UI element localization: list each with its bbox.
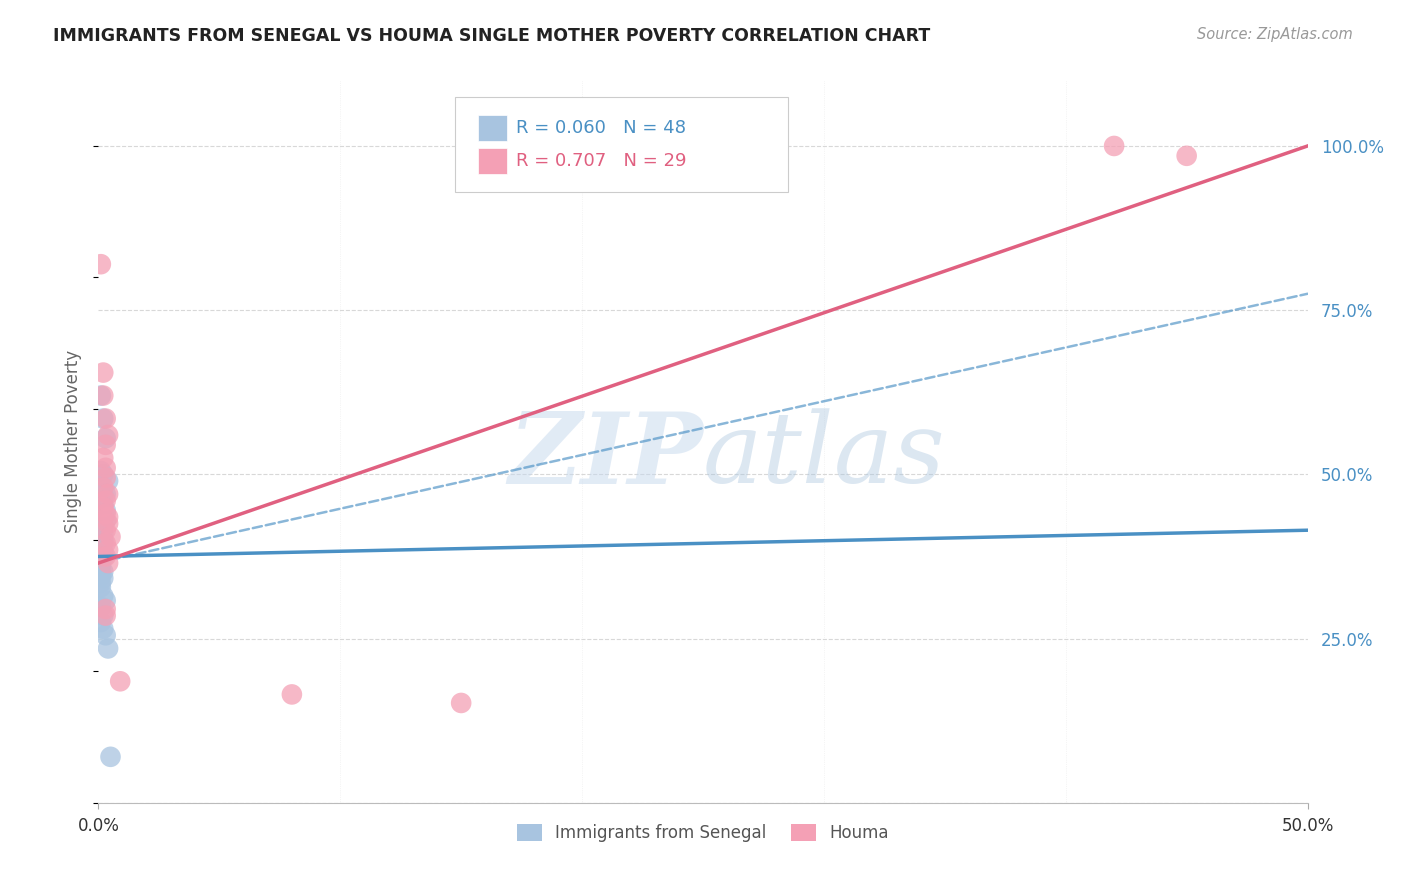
Point [97, 542, 120, 557]
Point [91, 388, 114, 402]
Point [91, 467, 114, 482]
Point [94, 460, 117, 475]
Point [94, 431, 117, 445]
Point [90, 510, 112, 524]
FancyBboxPatch shape [478, 115, 508, 141]
Point [97, 510, 120, 524]
Text: R = 0.060   N = 48: R = 0.060 N = 48 [516, 119, 686, 137]
Point [97, 487, 120, 501]
Point [100, 749, 122, 764]
Point [91, 608, 114, 623]
Point [90, 503, 112, 517]
Point [90, 530, 112, 544]
Legend: Immigrants from Senegal, Houma: Immigrants from Senegal, Houma [510, 817, 896, 848]
FancyBboxPatch shape [456, 97, 787, 193]
Point [94, 493, 117, 508]
Point [90, 569, 112, 583]
Point [91, 500, 114, 515]
Point [90, 542, 112, 557]
Point [91, 545, 114, 559]
Point [94, 438, 117, 452]
Point [90, 464, 112, 478]
Point [1175, 149, 1198, 163]
Point [1102, 139, 1125, 153]
Point [90, 580, 112, 594]
Point [94, 593, 117, 607]
Point [90, 483, 112, 498]
Point [91, 550, 114, 565]
Point [97, 641, 120, 656]
Point [91, 520, 114, 534]
Text: Source: ZipAtlas.com: Source: ZipAtlas.com [1197, 27, 1353, 42]
Point [91, 487, 114, 501]
Point [97, 428, 120, 442]
Point [94, 549, 117, 564]
Point [94, 628, 117, 642]
Point [91, 622, 114, 636]
Point [91, 411, 114, 425]
Point [91, 507, 114, 521]
Point [90, 536, 112, 550]
Point [94, 536, 117, 550]
Y-axis label: Single Mother Poverty: Single Mother Poverty [65, 350, 83, 533]
Point [90, 559, 112, 574]
Point [450, 696, 472, 710]
Point [90, 615, 112, 630]
Point [97, 516, 120, 531]
Point [91, 589, 114, 603]
Point [90, 526, 112, 541]
Text: ZIP: ZIP [508, 408, 703, 504]
Point [90, 493, 112, 508]
Point [90, 563, 112, 577]
Point [90, 600, 112, 615]
Point [90, 575, 112, 590]
Point [94, 513, 117, 527]
Point [90, 257, 112, 271]
Point [90, 516, 112, 531]
Point [108, 674, 131, 689]
Text: atlas: atlas [703, 409, 946, 504]
Point [94, 507, 117, 521]
Point [91, 571, 114, 585]
Point [91, 366, 114, 380]
Point [91, 536, 114, 550]
Point [90, 388, 112, 402]
Point [97, 556, 120, 570]
Point [90, 507, 112, 521]
Point [91, 481, 114, 495]
Point [94, 411, 117, 425]
FancyBboxPatch shape [478, 148, 508, 174]
Point [91, 450, 114, 465]
Point [91, 533, 114, 547]
Point [94, 471, 117, 485]
Point [94, 608, 117, 623]
Point [94, 503, 117, 517]
Point [94, 602, 117, 616]
Point [90, 549, 112, 564]
Point [100, 530, 122, 544]
Text: IMMIGRANTS FROM SENEGAL VS HOUMA SINGLE MOTHER POVERTY CORRELATION CHART: IMMIGRANTS FROM SENEGAL VS HOUMA SINGLE … [53, 27, 931, 45]
Point [91, 512, 114, 526]
Point [91, 526, 114, 541]
Point [90, 556, 112, 570]
Point [91, 497, 114, 511]
Point [94, 487, 117, 501]
Text: R = 0.707   N = 29: R = 0.707 N = 29 [516, 153, 686, 170]
Point [97, 474, 120, 488]
Point [281, 687, 304, 701]
Point [91, 565, 114, 579]
Point [94, 523, 117, 537]
Point [90, 521, 112, 535]
